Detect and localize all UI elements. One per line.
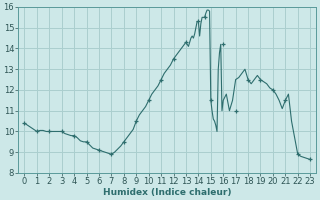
X-axis label: Humidex (Indice chaleur): Humidex (Indice chaleur) <box>103 188 232 197</box>
